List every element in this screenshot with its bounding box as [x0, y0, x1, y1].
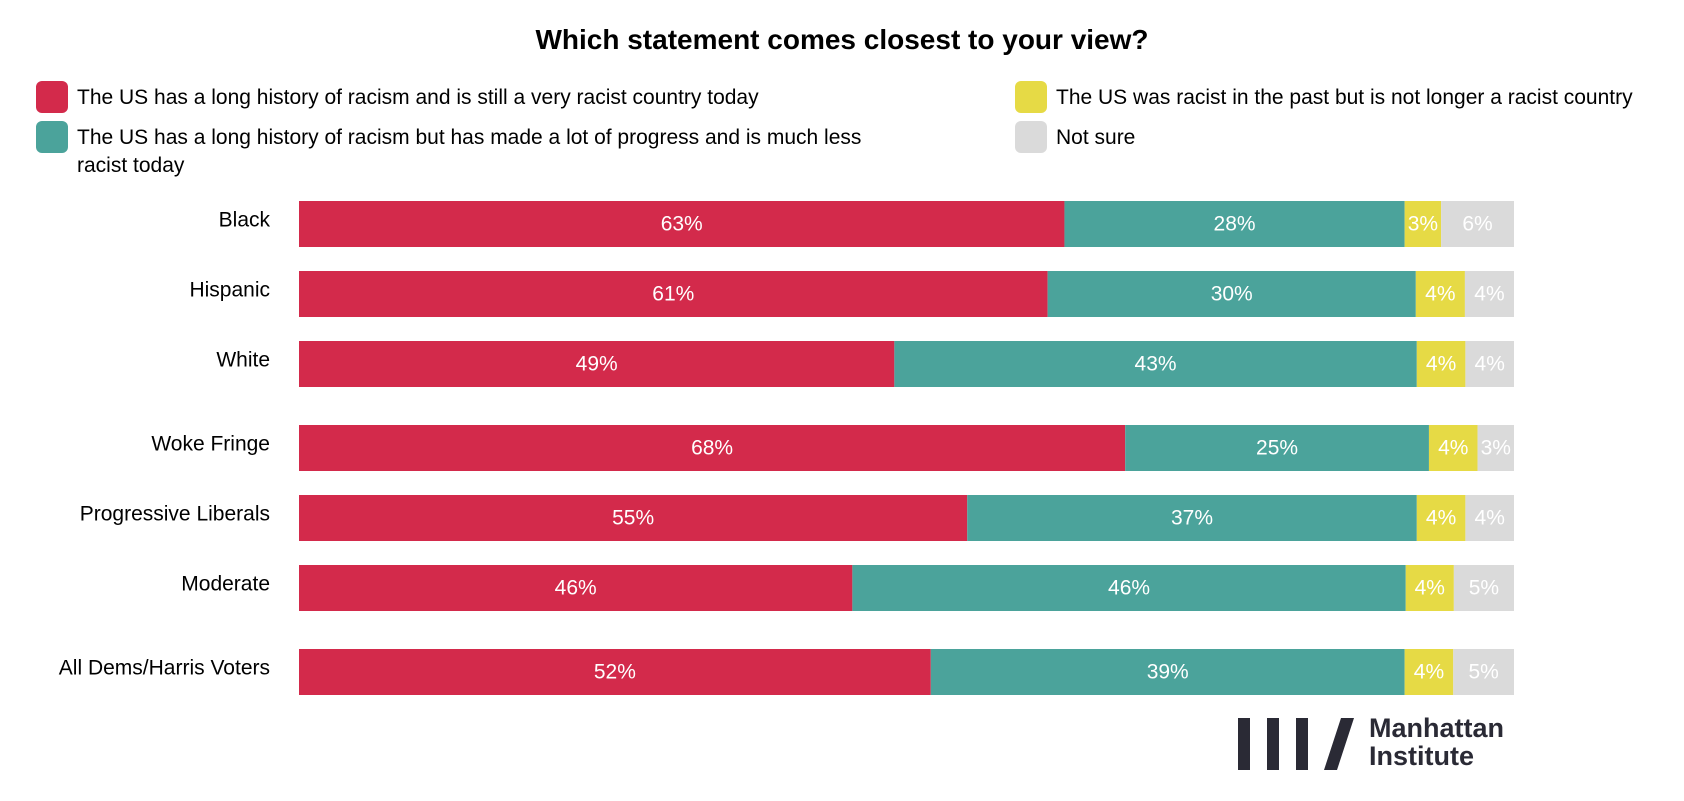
legend-swatch-progress [36, 121, 68, 153]
bar-moderate-not-racist [1405, 565, 1454, 611]
brand-line-2: Institute [1369, 741, 1474, 771]
category-label-all-dems-harris-voters: All Dems/Harris Voters [59, 657, 270, 680]
brand-line-1: Manhattan [1369, 713, 1504, 743]
data-label-white-not-racist: 4% [1426, 353, 1456, 376]
data-label-hispanic-very-racist: 61% [652, 283, 694, 306]
bar-hispanic-not-racist [1415, 271, 1465, 317]
legend-label-very-racist: The US has a long history of racism and … [77, 86, 759, 109]
bar-white-not-racist [1416, 341, 1466, 387]
legend-swatch-not-sure [1015, 121, 1047, 153]
logo-slash [1324, 718, 1354, 770]
data-label-moderate-not-sure: 5% [1469, 577, 1499, 600]
bar-black-progress [1064, 201, 1405, 247]
legend-label-progress: The US has a long history of racism but … [77, 126, 862, 177]
data-label-progressive-liberals-progress: 37% [1171, 507, 1213, 530]
bar-hispanic-progress [1047, 271, 1416, 317]
bar-hispanic-very-racist [299, 271, 1048, 317]
data-label-white-progress: 43% [1135, 353, 1177, 376]
data-label-black-not-sure: 6% [1462, 213, 1492, 236]
brand-wordmark: Manhattan Institute [1369, 714, 1504, 770]
data-label-woke-fringe-progress: 25% [1256, 437, 1298, 460]
legend-swatch-very-racist [36, 81, 68, 113]
bar-white-progress [894, 341, 1417, 387]
bar-all-dems-harris-voters-not-sure [1453, 649, 1514, 695]
legend-item-not-racist: The US was racist in the past but is not… [1015, 81, 1633, 113]
data-label-black-very-racist: 63% [661, 213, 703, 236]
data-label-moderate-progress: 46% [1108, 577, 1150, 600]
bar-woke-fringe-not-racist [1428, 425, 1478, 471]
bar-all-dems-harris-voters-not-racist [1404, 649, 1454, 695]
bar-black-not-racist [1404, 201, 1442, 247]
data-label-moderate-very-racist: 46% [555, 577, 597, 600]
bar-woke-fringe-very-racist [299, 425, 1126, 471]
legend-item-not-sure: Not sure [1015, 121, 1136, 153]
bar-hispanic-not-sure [1464, 271, 1514, 317]
bar-moderate-progress [852, 565, 1406, 611]
category-label-progressive-liberals: Progressive Liberals [80, 503, 270, 526]
legend-item-progress: The US has a long history of racism but … [36, 121, 876, 180]
data-label-woke-fringe-not-racist: 4% [1438, 437, 1468, 460]
bar-white-not-sure [1465, 341, 1514, 387]
category-label-moderate: Moderate [181, 573, 270, 596]
category-label-white: White [216, 349, 270, 372]
data-label-woke-fringe-very-racist: 68% [691, 437, 733, 460]
data-label-black-not-racist: 3% [1408, 213, 1438, 236]
category-label-woke-fringe: Woke Fringe [151, 433, 270, 456]
category-label-hispanic: Hispanic [189, 279, 270, 302]
logo-bar-1 [1238, 718, 1250, 770]
bar-progressive-liberals-progress [967, 495, 1417, 541]
bar-progressive-liberals-not-sure [1465, 495, 1514, 541]
data-label-all-dems-harris-voters-progress: 39% [1147, 661, 1189, 684]
bar-all-dems-harris-voters-very-racist [299, 649, 931, 695]
bar-all-dems-harris-voters-progress [930, 649, 1405, 695]
chart-title: Which statement comes closest to your vi… [535, 24, 1149, 55]
legend-swatch-not-racist [1015, 81, 1047, 113]
bar-woke-fringe-not-sure [1477, 425, 1514, 471]
logo-bar-3 [1296, 718, 1308, 770]
data-label-white-very-racist: 49% [576, 353, 618, 376]
legend-label-not-racist: The US was racist in the past but is not… [1056, 86, 1633, 109]
data-label-hispanic-not-sure: 4% [1474, 283, 1504, 306]
data-label-black-progress: 28% [1214, 213, 1256, 236]
bar-black-very-racist [299, 201, 1065, 247]
bar-progressive-liberals-very-racist [299, 495, 968, 541]
data-label-progressive-liberals-not-sure: 4% [1475, 507, 1505, 530]
data-label-all-dems-harris-voters-not-sure: 5% [1468, 661, 1498, 684]
bar-woke-fringe-progress [1125, 425, 1429, 471]
data-label-all-dems-harris-voters-not-racist: 4% [1414, 661, 1444, 684]
bar-black-not-sure [1441, 201, 1514, 247]
data-label-all-dems-harris-voters-very-racist: 52% [594, 661, 636, 684]
data-label-hispanic-not-racist: 4% [1425, 283, 1455, 306]
logo-bar-2 [1267, 718, 1279, 770]
data-label-moderate-not-racist: 4% [1415, 577, 1445, 600]
data-label-hispanic-progress: 30% [1211, 283, 1253, 306]
bar-white-very-racist [299, 341, 895, 387]
category-label-black: Black [219, 209, 271, 232]
legend-item-very-racist: The US has a long history of racism and … [36, 81, 759, 113]
bar-moderate-very-racist [299, 565, 853, 611]
bar-moderate-not-sure [1453, 565, 1514, 611]
manhattan-institute-logo-icon [1238, 718, 1354, 770]
legend-label-not-sure: Not sure [1056, 126, 1136, 149]
data-label-woke-fringe-not-sure: 3% [1481, 437, 1511, 460]
data-label-progressive-liberals-not-racist: 4% [1426, 507, 1456, 530]
data-label-white-not-sure: 4% [1475, 353, 1505, 376]
bar-progressive-liberals-not-racist [1416, 495, 1466, 541]
data-label-progressive-liberals-very-racist: 55% [612, 507, 654, 530]
